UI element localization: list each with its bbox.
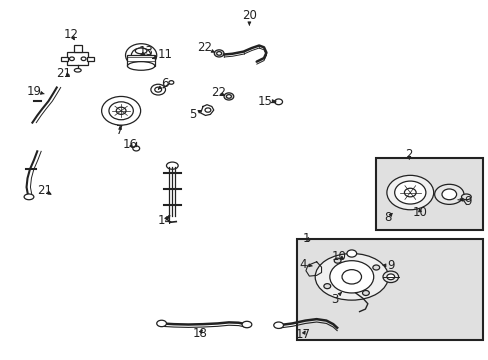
Text: 21: 21: [57, 67, 71, 80]
Text: 14: 14: [158, 214, 173, 227]
Text: 7: 7: [116, 124, 123, 138]
Ellipse shape: [216, 51, 221, 55]
Ellipse shape: [346, 250, 356, 257]
Ellipse shape: [127, 62, 155, 70]
Ellipse shape: [386, 274, 394, 280]
Ellipse shape: [315, 253, 387, 300]
Ellipse shape: [274, 99, 282, 105]
Text: 10: 10: [412, 206, 427, 219]
Ellipse shape: [362, 291, 368, 296]
Ellipse shape: [214, 50, 224, 57]
Text: 20: 20: [242, 9, 256, 25]
Ellipse shape: [323, 284, 330, 289]
Ellipse shape: [224, 93, 233, 100]
Text: 11: 11: [152, 48, 173, 61]
Ellipse shape: [461, 194, 470, 200]
Ellipse shape: [372, 265, 379, 270]
Ellipse shape: [341, 270, 361, 284]
Ellipse shape: [386, 175, 433, 210]
Ellipse shape: [81, 57, 86, 60]
Ellipse shape: [135, 48, 147, 54]
Ellipse shape: [273, 322, 283, 328]
Text: 10: 10: [331, 249, 346, 262]
Ellipse shape: [242, 321, 251, 328]
Text: 2: 2: [405, 148, 412, 161]
Text: 8: 8: [384, 211, 391, 224]
Bar: [67, 51, 88, 65]
Ellipse shape: [166, 162, 178, 169]
Ellipse shape: [131, 48, 151, 62]
Ellipse shape: [133, 146, 140, 151]
Text: 5: 5: [188, 108, 201, 121]
Text: 3: 3: [330, 292, 341, 306]
Ellipse shape: [109, 102, 133, 120]
Ellipse shape: [434, 184, 463, 204]
Text: 16: 16: [122, 138, 137, 150]
Bar: [61, 57, 68, 60]
Text: 9: 9: [459, 195, 470, 208]
Text: 1: 1: [303, 231, 310, 244]
Bar: [127, 55, 155, 66]
Bar: [297, 239, 483, 339]
Ellipse shape: [155, 87, 161, 92]
Ellipse shape: [394, 181, 425, 204]
Text: 18: 18: [192, 327, 206, 340]
Text: 4: 4: [299, 258, 312, 271]
Text: 15: 15: [258, 95, 275, 108]
Ellipse shape: [74, 68, 81, 72]
Text: 19: 19: [26, 85, 44, 98]
Ellipse shape: [24, 194, 34, 200]
Ellipse shape: [333, 258, 340, 263]
Ellipse shape: [151, 84, 165, 95]
Ellipse shape: [69, 57, 74, 60]
Text: 22: 22: [211, 86, 225, 99]
Ellipse shape: [125, 44, 157, 67]
Ellipse shape: [204, 108, 210, 112]
Text: 17: 17: [295, 328, 310, 341]
Ellipse shape: [157, 320, 166, 327]
Ellipse shape: [382, 271, 398, 283]
Ellipse shape: [441, 189, 456, 200]
Ellipse shape: [404, 188, 415, 197]
Bar: [375, 158, 483, 230]
Ellipse shape: [168, 81, 173, 84]
Text: 9: 9: [382, 259, 394, 272]
Text: 12: 12: [64, 28, 79, 41]
Ellipse shape: [102, 96, 141, 125]
Bar: [74, 45, 81, 51]
Text: 21: 21: [37, 184, 52, 197]
Ellipse shape: [226, 95, 231, 98]
Ellipse shape: [116, 107, 126, 114]
Bar: [87, 57, 94, 60]
Text: 6: 6: [158, 77, 168, 90]
Text: 22: 22: [197, 41, 214, 54]
Text: 13: 13: [138, 45, 153, 58]
Ellipse shape: [329, 261, 373, 293]
